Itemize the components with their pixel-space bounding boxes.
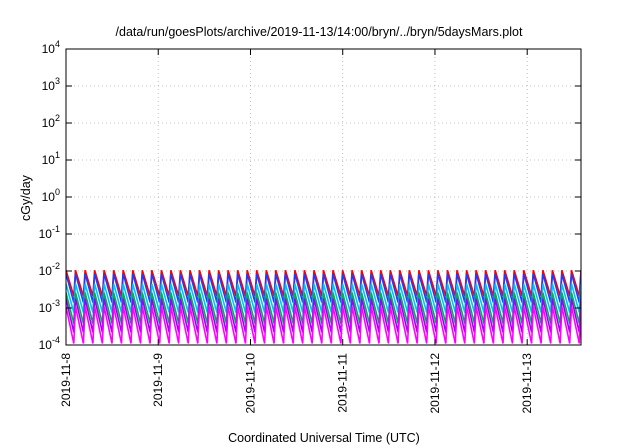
y-tick-label: 104 xyxy=(42,39,60,56)
y-tick-label: 10-2 xyxy=(39,261,60,278)
x-tick-label: 2019-11-12 xyxy=(428,353,442,414)
series-line xyxy=(66,269,581,297)
y-axis-label: cGy/day xyxy=(19,174,33,221)
chart-title: /data/run/goesPlots/archive/2019-11-13/1… xyxy=(116,25,523,39)
series-line xyxy=(66,298,581,333)
series-line xyxy=(66,273,581,303)
grid xyxy=(66,49,581,345)
y-tick-label: 102 xyxy=(42,113,60,130)
x-tick-label: 2019-11-13 xyxy=(520,353,534,414)
series-line xyxy=(66,283,581,313)
x-axis-label: Coordinated Universal Time (UTC) xyxy=(228,431,420,445)
y-tick-label: 10-1 xyxy=(39,224,60,241)
x-axis: 2019-11-8 2019-11-9 2019-11-10 2019-11-11 20… xyxy=(59,49,534,414)
x-tick-label: 2019-11-8 xyxy=(59,353,73,407)
y-tick-label: 10-3 xyxy=(39,298,60,315)
y-axis: 10-4 10-3 10-2 10-1 100 101 102 103 104 xyxy=(39,39,581,352)
y-tick-label: 100 xyxy=(42,187,60,204)
y-tick-label: 103 xyxy=(42,76,60,93)
y-tick-label: 10-4 xyxy=(39,335,60,352)
y-tick-label: 101 xyxy=(42,150,60,167)
series-line xyxy=(66,306,581,344)
series-line xyxy=(66,292,581,324)
x-tick-label: 2019-11-10 xyxy=(243,353,257,414)
series-group xyxy=(66,269,581,344)
x-tick-label: 2019-11-9 xyxy=(151,353,165,407)
x-tick-label: 2019-11-11 xyxy=(336,353,350,413)
